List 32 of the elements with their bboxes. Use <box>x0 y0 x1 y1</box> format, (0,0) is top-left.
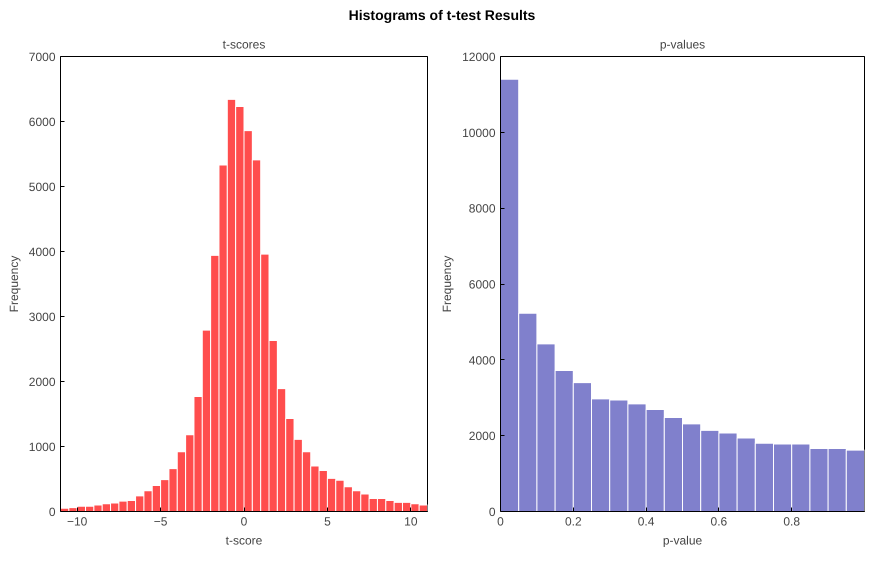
y-tick-label: 2000 <box>468 429 496 444</box>
y-tick-label: 12000 <box>462 50 496 64</box>
x-axis-title: t-score <box>226 534 263 548</box>
x-tick-label: 0.6 <box>710 514 728 528</box>
y-tick-label: 0 <box>488 505 496 519</box>
y-tick-label: 1000 <box>28 440 56 454</box>
chart-title: t-scores <box>222 38 266 52</box>
y-tick-label: 8000 <box>468 202 496 216</box>
x-axis-title: p-value <box>662 534 703 548</box>
x-tick-label: 10 <box>404 514 418 528</box>
y-tick-label: 6000 <box>468 278 496 292</box>
y-tick-label: 7000 <box>28 50 56 64</box>
x-tick-label: 0 <box>497 514 504 528</box>
y-tick-label: 3000 <box>28 310 56 324</box>
chart-title: p-values <box>660 38 706 52</box>
x-tick-label: −5 <box>154 514 168 528</box>
y-tick-label: 4000 <box>468 353 496 368</box>
y-tick-label: 4000 <box>28 245 56 259</box>
x-tick-label: 0.8 <box>783 514 800 528</box>
y-axis-title: Frequency <box>440 256 454 312</box>
y-axis-title: Frequency <box>6 256 21 312</box>
x-tick-label: 5 <box>324 514 332 528</box>
y-tick-label: 5000 <box>28 180 56 194</box>
y-tick-label: 6000 <box>28 115 56 129</box>
x-tick-label: 0.4 <box>638 514 655 528</box>
y-tick-label: 2000 <box>28 375 56 389</box>
y-tick-label: 0 <box>48 505 56 519</box>
x-tick-label: −10 <box>67 514 88 528</box>
text: Histograms of t-test Results <box>348 7 536 23</box>
x-tick-label: 0 <box>240 514 248 528</box>
y-tick-label: 10000 <box>462 126 496 140</box>
x-tick-label: 0.2 <box>564 514 582 528</box>
